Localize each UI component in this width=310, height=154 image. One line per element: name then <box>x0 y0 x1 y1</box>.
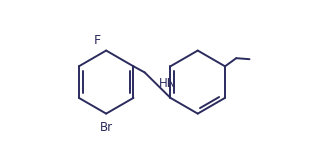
Text: HN: HN <box>158 77 176 90</box>
Text: F: F <box>94 34 101 47</box>
Text: Br: Br <box>100 121 113 134</box>
